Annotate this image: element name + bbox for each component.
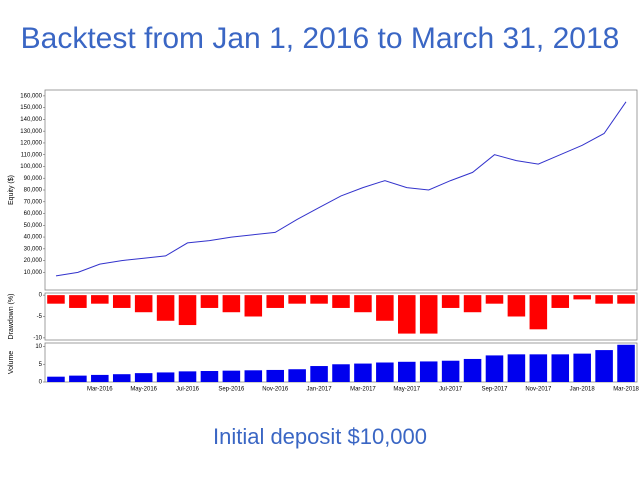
y-tick-label: 80,000 bbox=[24, 188, 43, 194]
y-tick-label: 70,000 bbox=[24, 199, 43, 205]
x-tick-label: Jul-2016 bbox=[176, 387, 200, 393]
y-tick-label: 30,000 bbox=[24, 246, 43, 252]
bar bbox=[91, 295, 109, 304]
y-tick-label: 110,000 bbox=[21, 152, 43, 158]
bar bbox=[47, 295, 65, 304]
bar bbox=[595, 350, 613, 382]
bar bbox=[573, 353, 591, 382]
y-tick-label: 130,000 bbox=[20, 129, 42, 135]
y-tick-label: 10 bbox=[35, 344, 42, 350]
y-tick-label: 50,000 bbox=[24, 223, 43, 229]
y-axis-label: Drawdown (%) bbox=[8, 294, 15, 340]
bar bbox=[419, 361, 438, 382]
bar bbox=[441, 295, 460, 308]
x-tick-label: Jan-2017 bbox=[307, 387, 333, 393]
x-tick-label: May-2017 bbox=[393, 387, 420, 393]
bar bbox=[156, 372, 175, 382]
y-tick-label: 100,000 bbox=[20, 164, 42, 170]
x-tick-label: Jan-2018 bbox=[570, 387, 596, 393]
bar bbox=[573, 295, 591, 300]
bar bbox=[178, 371, 197, 382]
bar bbox=[200, 295, 219, 308]
y-tick-label: 40,000 bbox=[24, 235, 43, 241]
bar bbox=[529, 354, 548, 382]
bar bbox=[398, 295, 416, 334]
bar bbox=[332, 295, 350, 308]
y-tick-label: 20,000 bbox=[24, 258, 43, 264]
bar bbox=[47, 376, 65, 382]
bar bbox=[507, 354, 526, 382]
bar bbox=[134, 295, 153, 313]
x-tick-label: May-2016 bbox=[130, 387, 157, 393]
bar bbox=[463, 358, 482, 382]
x-tick-label: Sep-2017 bbox=[481, 387, 508, 393]
page-title: Backtest from Jan 1, 2016 to March 31, 2… bbox=[21, 22, 620, 55]
y-tick-label: 120,000 bbox=[20, 141, 42, 147]
bar bbox=[200, 371, 219, 382]
bar bbox=[441, 360, 460, 382]
x-tick-label: Jul-2017 bbox=[439, 387, 463, 393]
y-tick-label: 5 bbox=[39, 362, 43, 368]
bar bbox=[485, 355, 504, 382]
y-tick-label: 90,000 bbox=[24, 176, 43, 182]
bar bbox=[376, 362, 394, 382]
bar bbox=[266, 295, 284, 308]
x-tick-label: Nov-2016 bbox=[262, 387, 289, 393]
bar bbox=[222, 295, 241, 313]
bar bbox=[244, 295, 263, 317]
bar bbox=[288, 295, 306, 304]
equity-line bbox=[55, 101, 627, 277]
y-tick-label: -5 bbox=[37, 314, 43, 320]
x-tick-label: Mar-2017 bbox=[350, 387, 376, 393]
panel-frame bbox=[44, 89, 638, 291]
bar bbox=[288, 369, 306, 382]
footer-note: Initial deposit $10,000 bbox=[213, 424, 427, 449]
y-tick-label: 0 bbox=[39, 380, 43, 386]
bar bbox=[354, 295, 372, 313]
bar bbox=[398, 361, 416, 382]
bar bbox=[222, 370, 241, 382]
y-tick-label: 0 bbox=[39, 293, 43, 299]
y-axis-label: Equity ($) bbox=[8, 175, 15, 205]
bar bbox=[595, 295, 613, 304]
bar bbox=[178, 295, 197, 326]
bar bbox=[69, 295, 87, 308]
bar bbox=[310, 366, 328, 382]
bar bbox=[376, 295, 394, 321]
bar bbox=[463, 295, 482, 313]
bar bbox=[69, 375, 87, 382]
bar bbox=[529, 295, 548, 330]
y-axis-label: Volume bbox=[8, 351, 15, 374]
bar bbox=[551, 295, 570, 308]
x-tick-label: Mar-2018 bbox=[613, 387, 639, 393]
bar bbox=[91, 374, 109, 382]
bar bbox=[507, 295, 526, 317]
y-tick-label: 60,000 bbox=[24, 211, 43, 217]
bar bbox=[244, 370, 263, 382]
y-tick-label: 150,000 bbox=[20, 105, 42, 111]
bar bbox=[617, 295, 635, 304]
bar bbox=[310, 295, 328, 304]
bar bbox=[112, 295, 131, 308]
bar bbox=[617, 344, 635, 382]
y-tick-label: 140,000 bbox=[20, 117, 42, 123]
bar bbox=[112, 374, 131, 382]
y-tick-label: 10,000 bbox=[24, 270, 43, 276]
bar bbox=[354, 363, 372, 382]
bar bbox=[485, 295, 504, 304]
y-tick-label: 160,000 bbox=[20, 93, 42, 99]
bar bbox=[332, 364, 350, 382]
x-tick-label: Sep-2016 bbox=[218, 387, 245, 393]
bar bbox=[134, 373, 153, 382]
bar bbox=[266, 369, 284, 382]
bar bbox=[551, 354, 570, 382]
bar bbox=[156, 295, 175, 321]
bar bbox=[419, 295, 438, 334]
y-tick-label: -10 bbox=[33, 335, 42, 341]
x-tick-label: Mar-2016 bbox=[87, 387, 113, 393]
x-tick-label: Nov-2017 bbox=[525, 387, 552, 393]
